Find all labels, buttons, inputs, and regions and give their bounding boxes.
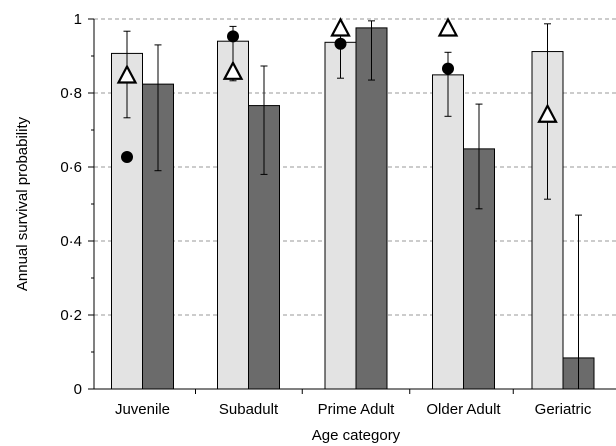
y-tick-label: 0·8 [60,85,82,102]
x-ticks: Juvenile Subadult Prime Adult Older Adult Ge… [115,389,592,418]
y-axis-label: Annual survival probability [14,116,31,291]
x-tick-label: Geriatric [535,401,592,418]
bar [324,41,357,390]
bar [355,27,388,390]
y-ticks: 0 0·2 0·4 0·6 0·8 1 [60,11,94,398]
y-tick-label: 0 [74,381,82,398]
y-tick-label: 0·4 [60,233,82,250]
circle-marker [227,30,239,43]
markers [116,17,558,164]
y-tick-label: 1 [74,11,82,28]
circle-marker [442,62,454,75]
x-tick-label: Juvenile [115,401,170,418]
circle-marker [121,151,133,164]
y-tick-label: 0·6 [60,159,82,176]
x-axis-label: Age category [312,427,401,444]
triangle-marker [222,60,244,80]
bar [432,74,464,390]
triangle-marker [437,17,459,37]
triangle-marker [116,64,138,84]
bar [217,40,249,390]
x-tick-label: Prime Adult [318,401,396,418]
bars [111,27,595,390]
x-tick-label: Older Adult [426,401,501,418]
y-tick-label: 0·2 [60,307,82,324]
circle-marker [334,37,347,50]
x-tick-label: Subadult [219,401,279,418]
triangle-marker [537,103,558,123]
triangle-marker [330,17,351,37]
